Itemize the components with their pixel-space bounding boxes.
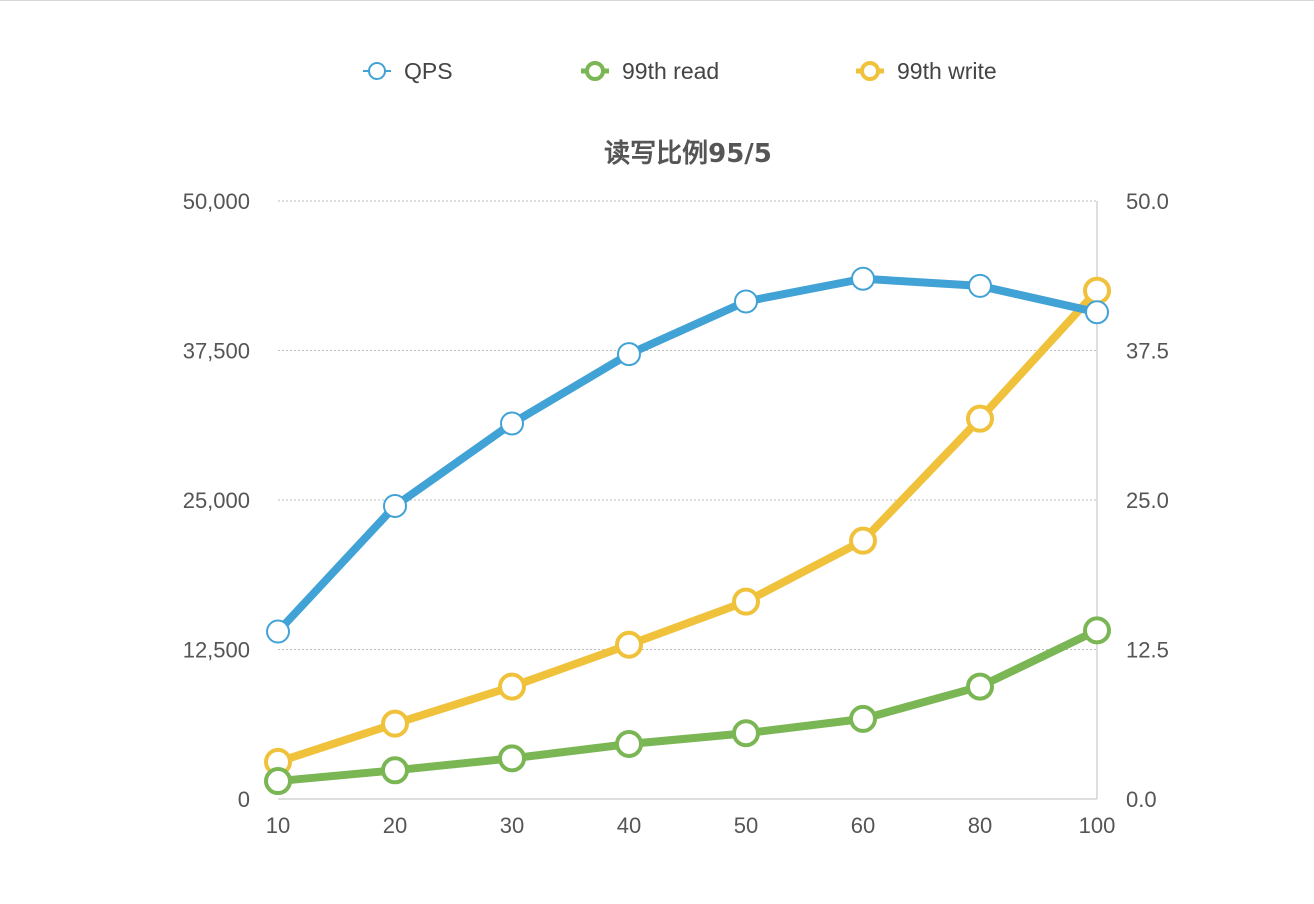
data-point bbox=[500, 411, 524, 436]
series-points bbox=[264, 266, 1111, 796]
chart-title: 读写比例95/5 bbox=[604, 139, 772, 169]
data-point bbox=[381, 756, 409, 785]
data-point bbox=[615, 729, 643, 758]
x-tick-label: 80 bbox=[968, 813, 992, 838]
legend-marker bbox=[585, 61, 605, 81]
series-line bbox=[274, 626, 1101, 786]
left-tick-label: 50,000 bbox=[183, 189, 250, 214]
data-point bbox=[1083, 276, 1111, 305]
data-point bbox=[498, 672, 526, 701]
right-axis-ticks: 0.0 12.5 25.0 37.5 50.0 bbox=[1126, 189, 1169, 812]
data-point bbox=[1085, 300, 1109, 325]
series-line bbox=[274, 274, 1101, 636]
data-point bbox=[383, 493, 407, 518]
left-tick-label: 25,000 bbox=[183, 488, 250, 513]
data-point bbox=[966, 404, 994, 433]
data-point bbox=[966, 672, 994, 701]
data-point bbox=[734, 289, 758, 314]
x-axis-ticks: 10 20 30 40 50 60 80 100 bbox=[266, 813, 1116, 838]
x-tick-label: 30 bbox=[500, 813, 524, 838]
x-tick-label: 10 bbox=[266, 813, 290, 838]
data-point bbox=[266, 619, 290, 644]
data-point bbox=[732, 719, 760, 748]
legend: QPS 99th read 99th write bbox=[363, 58, 997, 84]
data-point bbox=[968, 273, 992, 298]
data-point bbox=[732, 587, 760, 616]
grid-lines bbox=[278, 200, 1097, 650]
top-border bbox=[0, 0, 1314, 1]
left-tick-label: 37,500 bbox=[183, 339, 250, 364]
x-tick-label: 40 bbox=[617, 813, 641, 838]
legend-label: 99th write bbox=[897, 58, 997, 84]
x-tick-label: 100 bbox=[1079, 813, 1116, 838]
left-tick-label: 0 bbox=[238, 787, 250, 812]
data-point bbox=[851, 266, 875, 291]
series-lines bbox=[274, 274, 1101, 786]
data-point bbox=[498, 744, 526, 773]
legend-marker bbox=[860, 61, 880, 81]
data-point bbox=[615, 630, 643, 659]
left-tick-label: 12,500 bbox=[183, 638, 250, 663]
right-tick-label: 50.0 bbox=[1126, 189, 1169, 214]
left-axis-ticks: 0 12,500 25,000 37,500 50,000 bbox=[183, 189, 250, 812]
data-point bbox=[849, 704, 877, 733]
right-tick-label: 0.0 bbox=[1126, 787, 1157, 812]
legend-marker bbox=[368, 62, 386, 80]
legend-label: 99th read bbox=[622, 58, 719, 84]
right-tick-label: 25.0 bbox=[1126, 488, 1169, 513]
right-tick-label: 37.5 bbox=[1126, 339, 1169, 364]
data-point bbox=[264, 767, 292, 796]
right-tick-label: 12.5 bbox=[1126, 638, 1169, 663]
x-tick-label: 60 bbox=[851, 813, 875, 838]
x-tick-label: 20 bbox=[383, 813, 407, 838]
data-point bbox=[381, 709, 409, 738]
x-tick-label: 50 bbox=[734, 813, 758, 838]
data-point bbox=[1083, 616, 1111, 645]
data-point bbox=[617, 342, 641, 367]
series-line bbox=[274, 286, 1101, 766]
data-point bbox=[849, 526, 877, 555]
legend-label: QPS bbox=[404, 58, 453, 84]
